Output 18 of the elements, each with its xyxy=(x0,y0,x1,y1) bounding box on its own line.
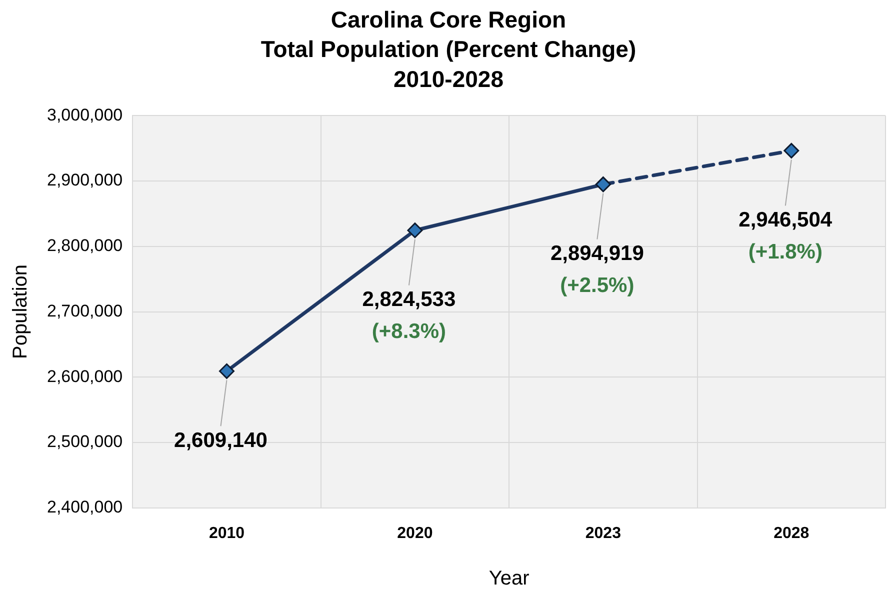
y-tick-label: 2,400,000 xyxy=(46,497,123,516)
x-axis-title: Year xyxy=(488,568,530,590)
y-tick-label: 2,600,000 xyxy=(46,366,123,386)
y-tick-label: 3,000,000 xyxy=(46,105,123,124)
data-label: 2,824,533 (+8.3%) xyxy=(362,288,456,344)
y-tick-label: 2,500,000 xyxy=(46,432,123,452)
y-tick-label: 2,900,000 xyxy=(46,170,123,190)
y-tick-label: 2,700,000 xyxy=(46,301,123,320)
data-label: 2,946,504 (+1.8%) xyxy=(738,208,832,264)
y-axis-title: Population xyxy=(10,264,32,360)
x-tick-label: 2028 xyxy=(774,524,810,542)
x-tick-label: 2020 xyxy=(397,524,433,542)
y-tick-label: 2,800,000 xyxy=(46,236,123,256)
chart-title: Carolina Core Region Total Population (Percent Change) 2010-2028 xyxy=(260,6,636,92)
x-tick-label: 2023 xyxy=(585,524,622,542)
data-label: 2,609,140 xyxy=(174,428,268,452)
x-tick-label: 2010 xyxy=(208,524,245,542)
data-label: 2,894,919 (+2.5%) xyxy=(550,242,644,298)
